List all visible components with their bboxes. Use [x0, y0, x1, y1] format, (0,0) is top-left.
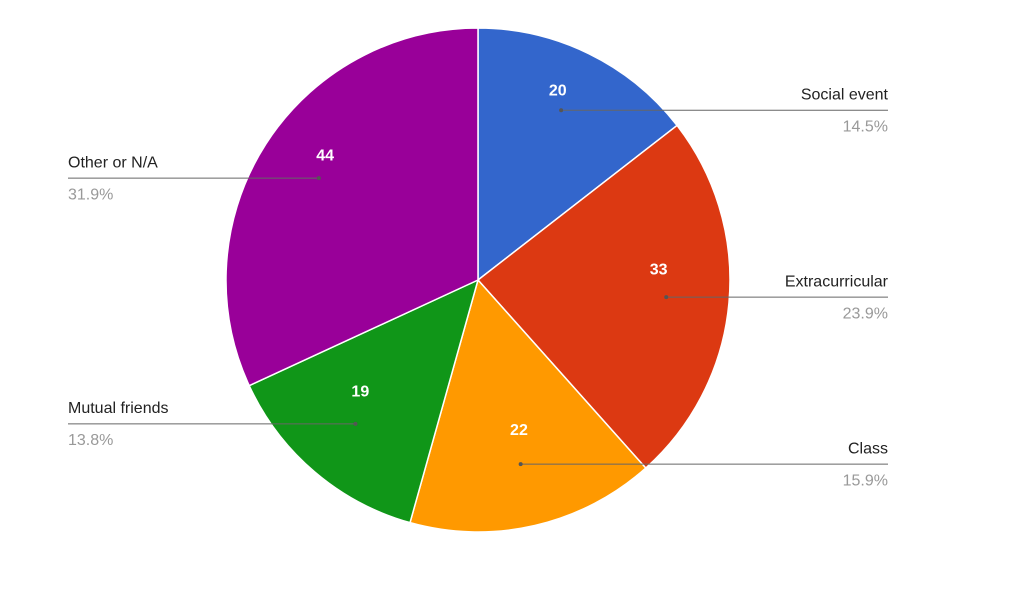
leader-dot — [353, 421, 358, 426]
pie-slice — [409, 278, 647, 533]
legend-label: Extracurricular — [785, 273, 889, 290]
pie-slice — [248, 278, 480, 524]
leader-dot — [664, 295, 669, 300]
legend-label: Social event — [801, 86, 889, 103]
percent-label: 13.8% — [68, 432, 113, 449]
percent-label: 15.9% — [843, 472, 888, 489]
percent-label: 23.9% — [843, 305, 888, 322]
percent-label: 31.9% — [68, 186, 113, 203]
slice-value-label: 22 — [510, 422, 528, 439]
slice-value-label: 44 — [316, 147, 334, 164]
pie-slice — [225, 27, 479, 387]
leader-dot — [559, 108, 564, 113]
legend-label: Mutual friends — [68, 400, 169, 417]
leader-dot — [518, 462, 523, 467]
legend-label: Other or N/A — [68, 154, 158, 171]
slice-value-label: 33 — [650, 262, 668, 279]
percent-label: 14.5% — [843, 118, 888, 135]
slice-value-label: 20 — [549, 82, 567, 99]
slice-value-label: 19 — [351, 383, 369, 400]
pie-slice — [477, 27, 679, 282]
leader-dot — [316, 176, 321, 181]
legend-label: Class — [848, 440, 888, 457]
pie-slice — [476, 124, 731, 470]
